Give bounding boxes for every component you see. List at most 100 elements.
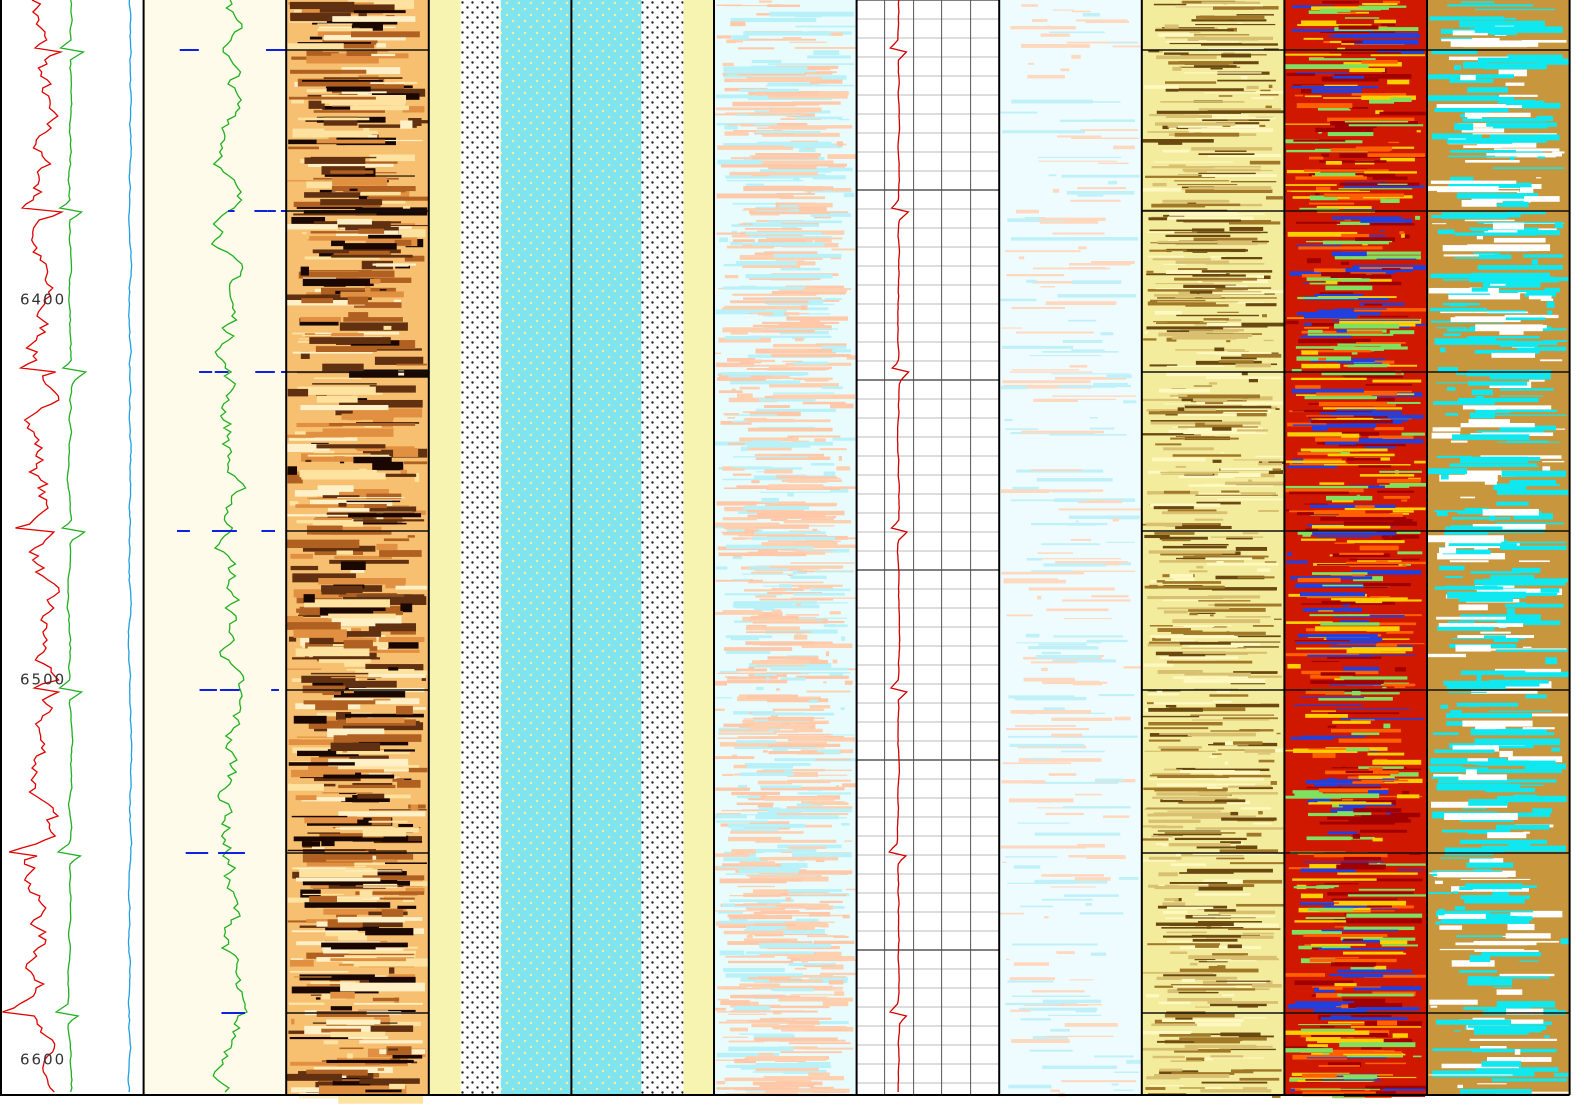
texture-streak	[1234, 335, 1248, 339]
texture-streak	[349, 369, 429, 378]
texture-streak	[1147, 643, 1183, 647]
texture-streak	[1369, 222, 1415, 226]
texture-streak	[325, 926, 379, 931]
texture-streak	[1470, 571, 1520, 574]
texture-streak	[1429, 999, 1478, 1005]
texture-streak	[1161, 473, 1213, 475]
texture-streak	[1030, 661, 1078, 664]
texture-streak	[1338, 804, 1366, 809]
texture-streak	[1315, 127, 1374, 133]
texture-streak	[1041, 874, 1104, 877]
texture-streak	[1196, 846, 1241, 849]
texture-streak	[1072, 682, 1103, 686]
texture-streak	[1321, 153, 1330, 158]
texture-streak	[1455, 372, 1483, 375]
texture-streak	[1294, 980, 1354, 985]
texture-streak	[1324, 883, 1359, 885]
texture-streak	[332, 1078, 371, 1087]
texture-streak	[1341, 433, 1360, 438]
texture-streak	[1440, 474, 1449, 480]
texture-streak	[755, 153, 821, 157]
texture-streak	[1230, 124, 1260, 129]
texture-streak	[1243, 1087, 1268, 1090]
texture-streak	[725, 336, 760, 340]
texture-streak	[1336, 438, 1383, 444]
texture-streak	[1300, 448, 1388, 452]
texture-streak	[1257, 753, 1271, 755]
texture-streak	[358, 228, 385, 234]
texture-streak	[1350, 1026, 1422, 1028]
texture-streak	[288, 636, 297, 642]
texture-streak	[1449, 78, 1494, 83]
texture-streak	[1492, 679, 1549, 684]
texture-streak	[1365, 1085, 1427, 1090]
texture-streak	[1188, 128, 1273, 133]
texture-streak	[1462, 807, 1487, 810]
texture-streak	[846, 355, 856, 360]
texture-streak	[362, 139, 423, 142]
texture-streak	[754, 607, 775, 611]
event-dash	[261, 530, 275, 532]
texture-streak	[342, 722, 424, 731]
texture-streak	[1165, 81, 1217, 84]
texture-streak	[769, 383, 839, 388]
texture-streak	[347, 817, 364, 820]
texture-streak	[731, 635, 759, 641]
texture-streak	[768, 165, 817, 170]
texture-streak	[1327, 132, 1374, 137]
texture-streak	[1169, 211, 1238, 216]
texture-streak	[1382, 1088, 1425, 1091]
texture-streak	[335, 410, 358, 416]
texture-streak	[834, 991, 845, 996]
texture-streak	[307, 497, 394, 500]
texture-streak	[321, 837, 335, 847]
texture-streak	[1305, 713, 1348, 718]
texture-streak	[1173, 578, 1195, 582]
texture-streak	[1315, 437, 1359, 442]
texture-streak	[766, 84, 854, 87]
texture-streak	[1438, 779, 1509, 784]
texture-streak	[1473, 252, 1500, 255]
texture-streak	[720, 903, 801, 907]
texture-streak	[1399, 231, 1405, 235]
texture-streak	[1171, 336, 1237, 340]
texture-streak	[336, 750, 410, 755]
texture-streak	[738, 242, 805, 245]
texture-streak	[1225, 481, 1285, 485]
texture-streak	[1465, 769, 1477, 775]
texture-streak	[1147, 943, 1221, 946]
texture-streak	[1215, 703, 1280, 708]
event-dash	[218, 852, 233, 854]
texture-streak	[1149, 364, 1178, 367]
texture-streak	[1325, 441, 1357, 445]
texture-streak	[1517, 914, 1553, 917]
texture-streak	[1291, 29, 1374, 32]
texture-streak	[1038, 156, 1122, 158]
texture-streak	[1285, 184, 1337, 186]
texture-streak	[1297, 577, 1341, 583]
texture-streak	[807, 190, 811, 195]
texture-streak	[1452, 30, 1488, 36]
texture-streak	[1005, 958, 1010, 961]
texture-streak	[742, 573, 797, 575]
texture-streak	[298, 338, 312, 340]
texture-streak	[1170, 437, 1239, 440]
texture-streak	[1345, 770, 1374, 774]
texture-streak	[304, 333, 364, 337]
texture-streak	[720, 420, 752, 425]
texture-streak	[819, 769, 852, 771]
texture-streak	[1227, 119, 1249, 122]
texture-streak	[319, 4, 395, 13]
texture-streak	[1157, 1022, 1241, 1027]
texture-streak	[1160, 639, 1195, 643]
texture-streak	[1210, 66, 1223, 70]
texture-streak	[1481, 194, 1508, 196]
texture-streak	[1023, 677, 1075, 682]
texture-streak	[1331, 498, 1354, 503]
texture-streak	[1186, 868, 1273, 873]
texture-streak	[1174, 132, 1240, 137]
texture-streak	[716, 193, 794, 199]
texture-streak	[346, 592, 397, 595]
texture-streak	[1201, 1081, 1268, 1084]
texture-streak	[1150, 635, 1235, 638]
